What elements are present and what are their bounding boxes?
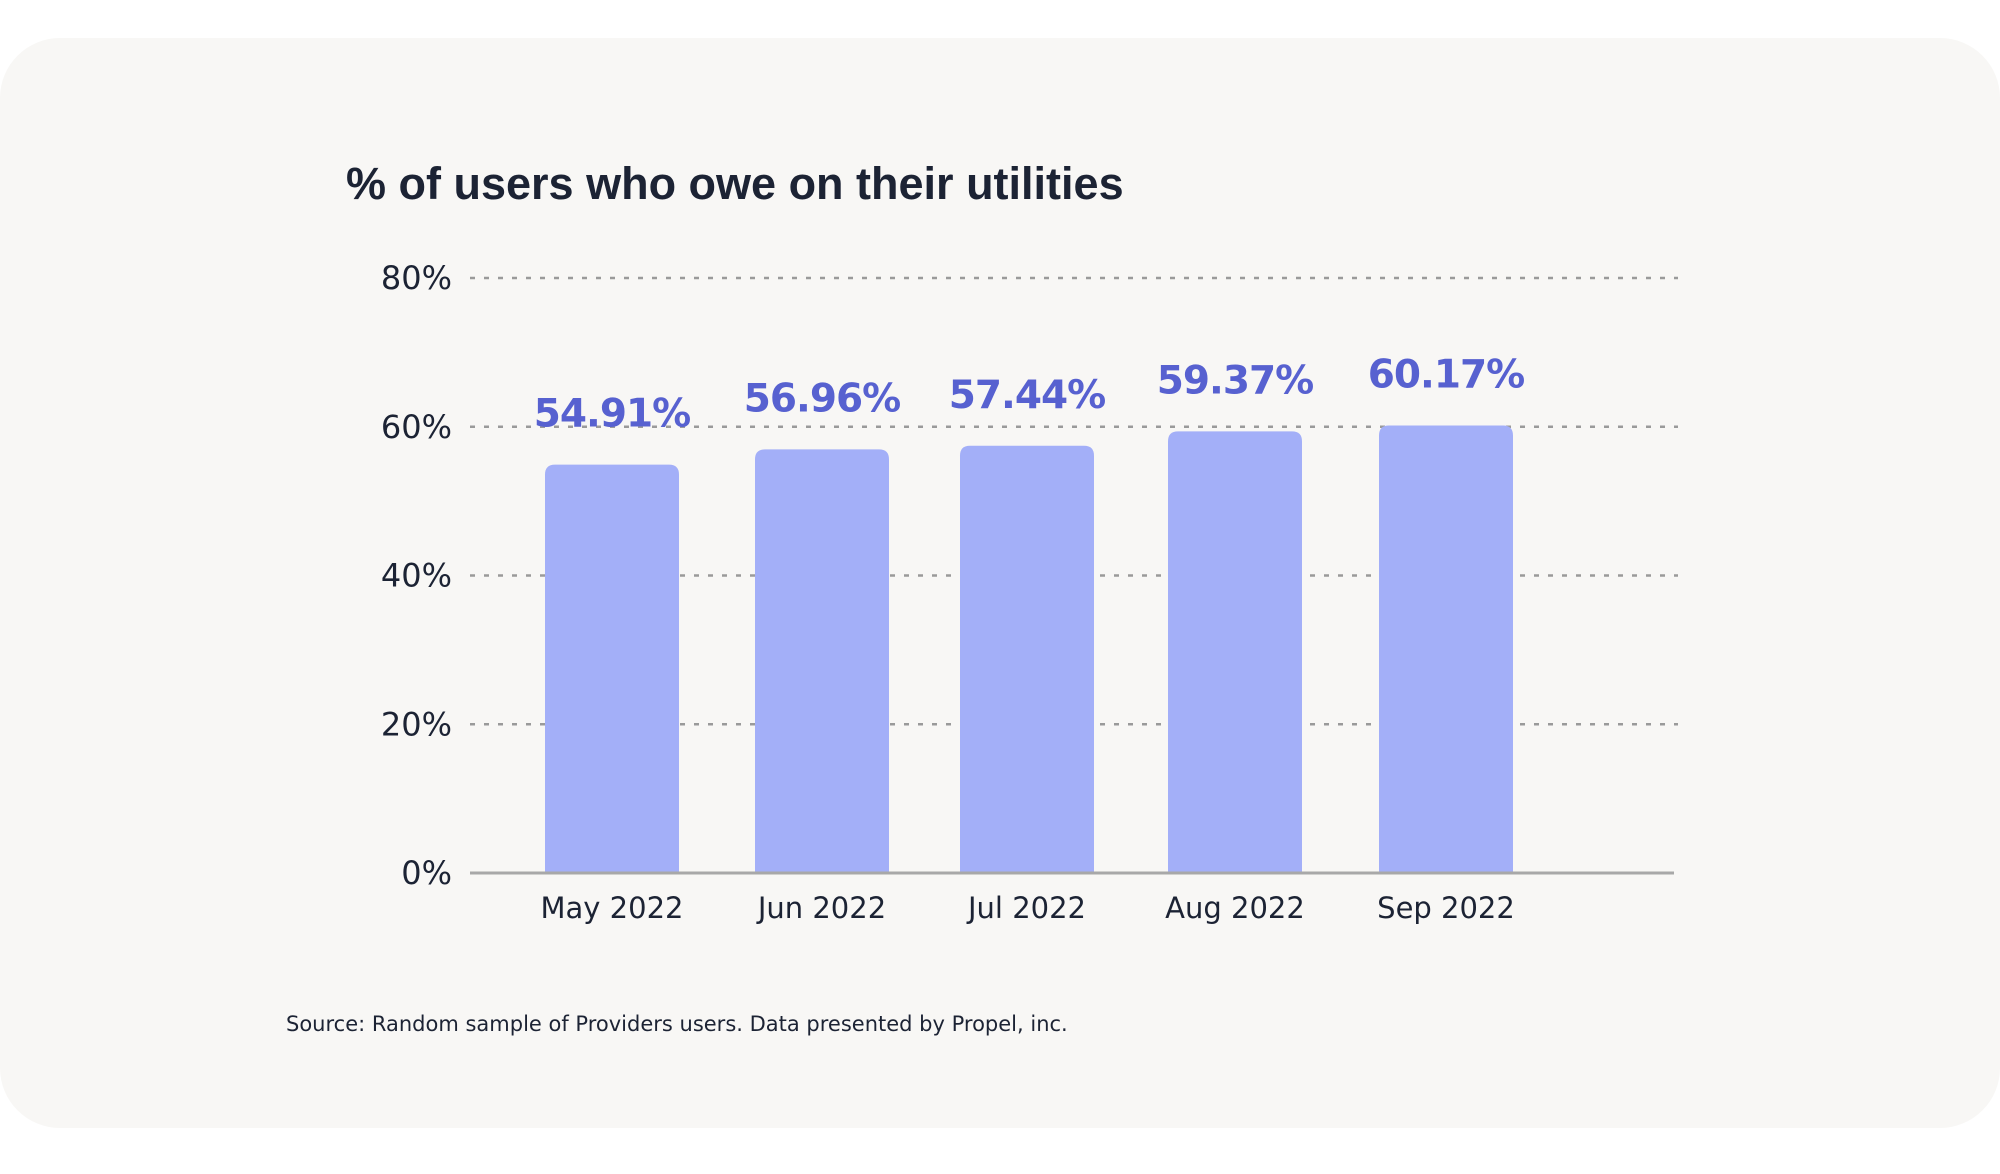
data-label: 56.96% [744,376,900,421]
data-label: 60.17% [1368,352,1524,397]
data-label: 59.37% [1157,358,1313,403]
x-tick-label: May 2022 [541,891,684,925]
data-label: 54.91% [534,392,690,437]
y-tick-label: 40% [381,557,452,595]
y-tick-label: 0% [401,854,452,892]
bar-sep-2022 [1379,425,1513,873]
bar-jun-2022 [755,449,889,873]
x-tick-label: Jul 2022 [966,891,1086,925]
x-tick-label: Jun 2022 [756,891,886,925]
y-tick-label: 20% [381,705,452,743]
source-note: Source: Random sample of Providers users… [286,1012,1068,1036]
bar-aug-2022 [1168,431,1302,873]
x-tick-label: Sep 2022 [1377,891,1515,925]
data-label: 57.44% [949,373,1105,418]
bar-may-2022 [545,464,679,873]
chart-title: % of users who owe on their utilities [346,158,1124,209]
y-tick-label: 80% [381,259,452,297]
x-tick-label: Aug 2022 [1165,891,1305,925]
y-tick-label: 60% [381,408,452,446]
bar-jul-2022 [960,445,1094,873]
